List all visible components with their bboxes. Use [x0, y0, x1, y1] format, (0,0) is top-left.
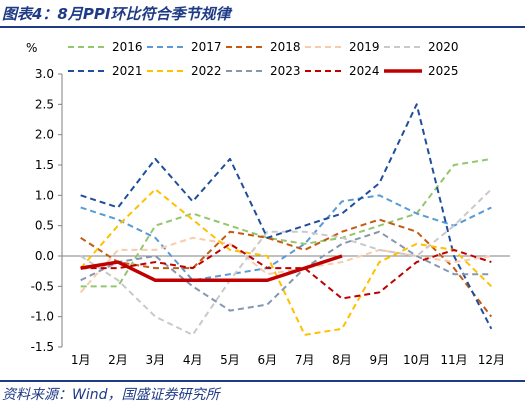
top-rule: [0, 26, 525, 28]
x-tick-label: 1月: [71, 353, 91, 367]
bottom-rule: [0, 380, 525, 382]
legend-label-2020: 2020: [428, 40, 459, 54]
legend-label-2017: 2017: [191, 40, 222, 54]
y-tick-label: -1.5: [31, 340, 54, 354]
y-tick-label: 0.5: [35, 219, 54, 233]
x-tick-label: 10月: [403, 353, 430, 367]
x-tick-label: 9月: [370, 353, 390, 367]
series-layer: [79, 103, 493, 336]
legend-label-2019: 2019: [349, 40, 380, 54]
x-tick-label: 5月: [220, 353, 240, 367]
y-tick-label: -1.0: [31, 310, 54, 324]
legend-label-2022: 2022: [191, 64, 222, 78]
series-line-2024: [80, 242, 492, 300]
y-axis-unit: %: [26, 41, 37, 55]
chart-title: 图表4：8月PPI环比符合季节规律: [2, 5, 231, 23]
axis-layer: % 3.0 2.5 2.0 1.5 1.0 0.5 0.0 -0.5 -1.0 -1.5 1月 2月 3月…: [26, 41, 510, 367]
series-line-2023: [80, 230, 492, 312]
series-line-2025: [80, 254, 343, 283]
legend-label-2023: 2023: [270, 64, 301, 78]
legend-layer: 2016 2017 2018 2019 2020 2021 2022 2023 2024 2025: [68, 40, 459, 78]
series-line-2016: [80, 157, 492, 288]
series-line-2021: [80, 103, 493, 330]
series-line-2022: [79, 188, 493, 336]
y-tick-label: 0.0: [35, 249, 54, 263]
y-tick-label: 2.5: [35, 97, 54, 111]
series-line-2017: [80, 194, 492, 282]
x-tick-label: 2月: [108, 353, 128, 367]
y-tick-label: 1.5: [35, 158, 54, 172]
source-note: 资料来源：Wind，国盛证券研究所: [2, 387, 220, 403]
x-tick-label: 12月: [478, 353, 505, 367]
y-tick-label: -0.5: [31, 279, 54, 293]
x-tick-label: 4月: [183, 353, 203, 367]
y-tick-label: 3.0: [35, 67, 54, 81]
legend-label-2021: 2021: [112, 64, 143, 78]
ppi-line-chart: % 3.0 2.5 2.0 1.5 1.0 0.5 0.0 -0.5 -1.0 -1.5 1月 2月 3月…: [26, 40, 510, 367]
legend-label-2016: 2016: [112, 40, 143, 54]
legend-label-2018: 2018: [270, 40, 301, 54]
x-tick-label: 6月: [258, 353, 278, 367]
x-tick-label: 11月: [440, 353, 467, 367]
legend-label-2024: 2024: [349, 64, 380, 78]
y-tick-label: 1.0: [35, 188, 54, 202]
y-tick-label: 2.0: [35, 128, 54, 142]
x-tick-label: 8月: [332, 353, 352, 367]
x-tick-label: 3月: [146, 353, 166, 367]
legend-label-2025: 2025: [428, 64, 459, 78]
x-tick-label: 7月: [295, 353, 315, 367]
